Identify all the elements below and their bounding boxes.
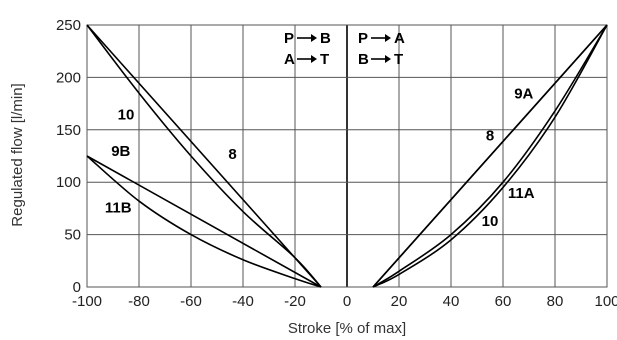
legend: P BA TP AB T <box>284 30 405 68</box>
legend-left-row1-from: P <box>284 30 294 47</box>
x-tick-label: -60 <box>180 293 202 310</box>
curve-label-8: 8 <box>486 127 494 144</box>
legend-right-row2-to: T <box>394 51 403 68</box>
x-tick-label: 40 <box>443 293 460 310</box>
curve-label-9b: 9B <box>111 143 130 160</box>
legend-right-row1-from: P <box>358 30 368 47</box>
legend-left-row2-from: A <box>284 51 295 68</box>
y-tick-label: 50 <box>64 227 81 244</box>
x-tick-label: 0 <box>343 293 351 310</box>
series-layer <box>86 24 608 288</box>
curve-label-11b: 11B <box>105 200 132 217</box>
x-tick-label: -80 <box>128 293 150 310</box>
legend-right-row2-arrow-icon <box>385 55 391 63</box>
series-9a-curve <box>372 24 608 288</box>
series-10-curve <box>86 24 322 288</box>
x-tick-label: -40 <box>232 293 254 310</box>
y-tick-label: 250 <box>56 17 81 34</box>
legend-right-row1-to: A <box>394 30 405 47</box>
y-axis-label: Regulated flow [l/min] <box>9 83 26 226</box>
series-9b-curve <box>86 155 322 288</box>
curve-label-10: 10 <box>482 213 499 230</box>
legend-left-row1-to: B <box>320 30 331 47</box>
series-11b-curve <box>86 155 322 288</box>
x-tick-label: -20 <box>284 293 306 310</box>
x-tick-label: -100 <box>72 293 102 310</box>
curve-label-11a: 11A <box>508 185 535 202</box>
series-8-curve <box>86 24 322 288</box>
x-tick-label: 20 <box>391 293 408 310</box>
y-tick-label: 100 <box>56 174 81 191</box>
series-11a-curve <box>372 24 608 288</box>
legend-right-row1-arrow-icon <box>385 34 391 42</box>
curve-label-10: 10 <box>118 106 135 123</box>
legend-left-row2-to: T <box>320 51 329 68</box>
x-axis-label: Stroke [% of max] <box>288 320 406 337</box>
y-tick-label: 200 <box>56 69 81 86</box>
x-tick-label: 100 <box>594 293 617 310</box>
curve-label-8: 8 <box>228 146 236 163</box>
y-tick-label: 150 <box>56 122 81 139</box>
tick-labels: -100 -80 -60 -40 -20 0 20 40 60 80 100 0 50 100 150 200… <box>56 17 617 310</box>
x-tick-label: 80 <box>547 293 564 310</box>
series-10-curve <box>372 24 608 288</box>
legend-right-row2-from: B <box>358 51 369 68</box>
legend-left-row1-arrow-icon <box>311 34 317 42</box>
grid <box>86 24 608 288</box>
x-tick-label: 60 <box>495 293 512 310</box>
curve-labels: 10 9B 8 11B 9A 8 11A 10 <box>105 85 535 230</box>
legend-left-row2-arrow-icon <box>311 55 317 63</box>
curve-label-9a: 9A <box>514 85 533 102</box>
y-tick-label: 0 <box>73 279 81 296</box>
